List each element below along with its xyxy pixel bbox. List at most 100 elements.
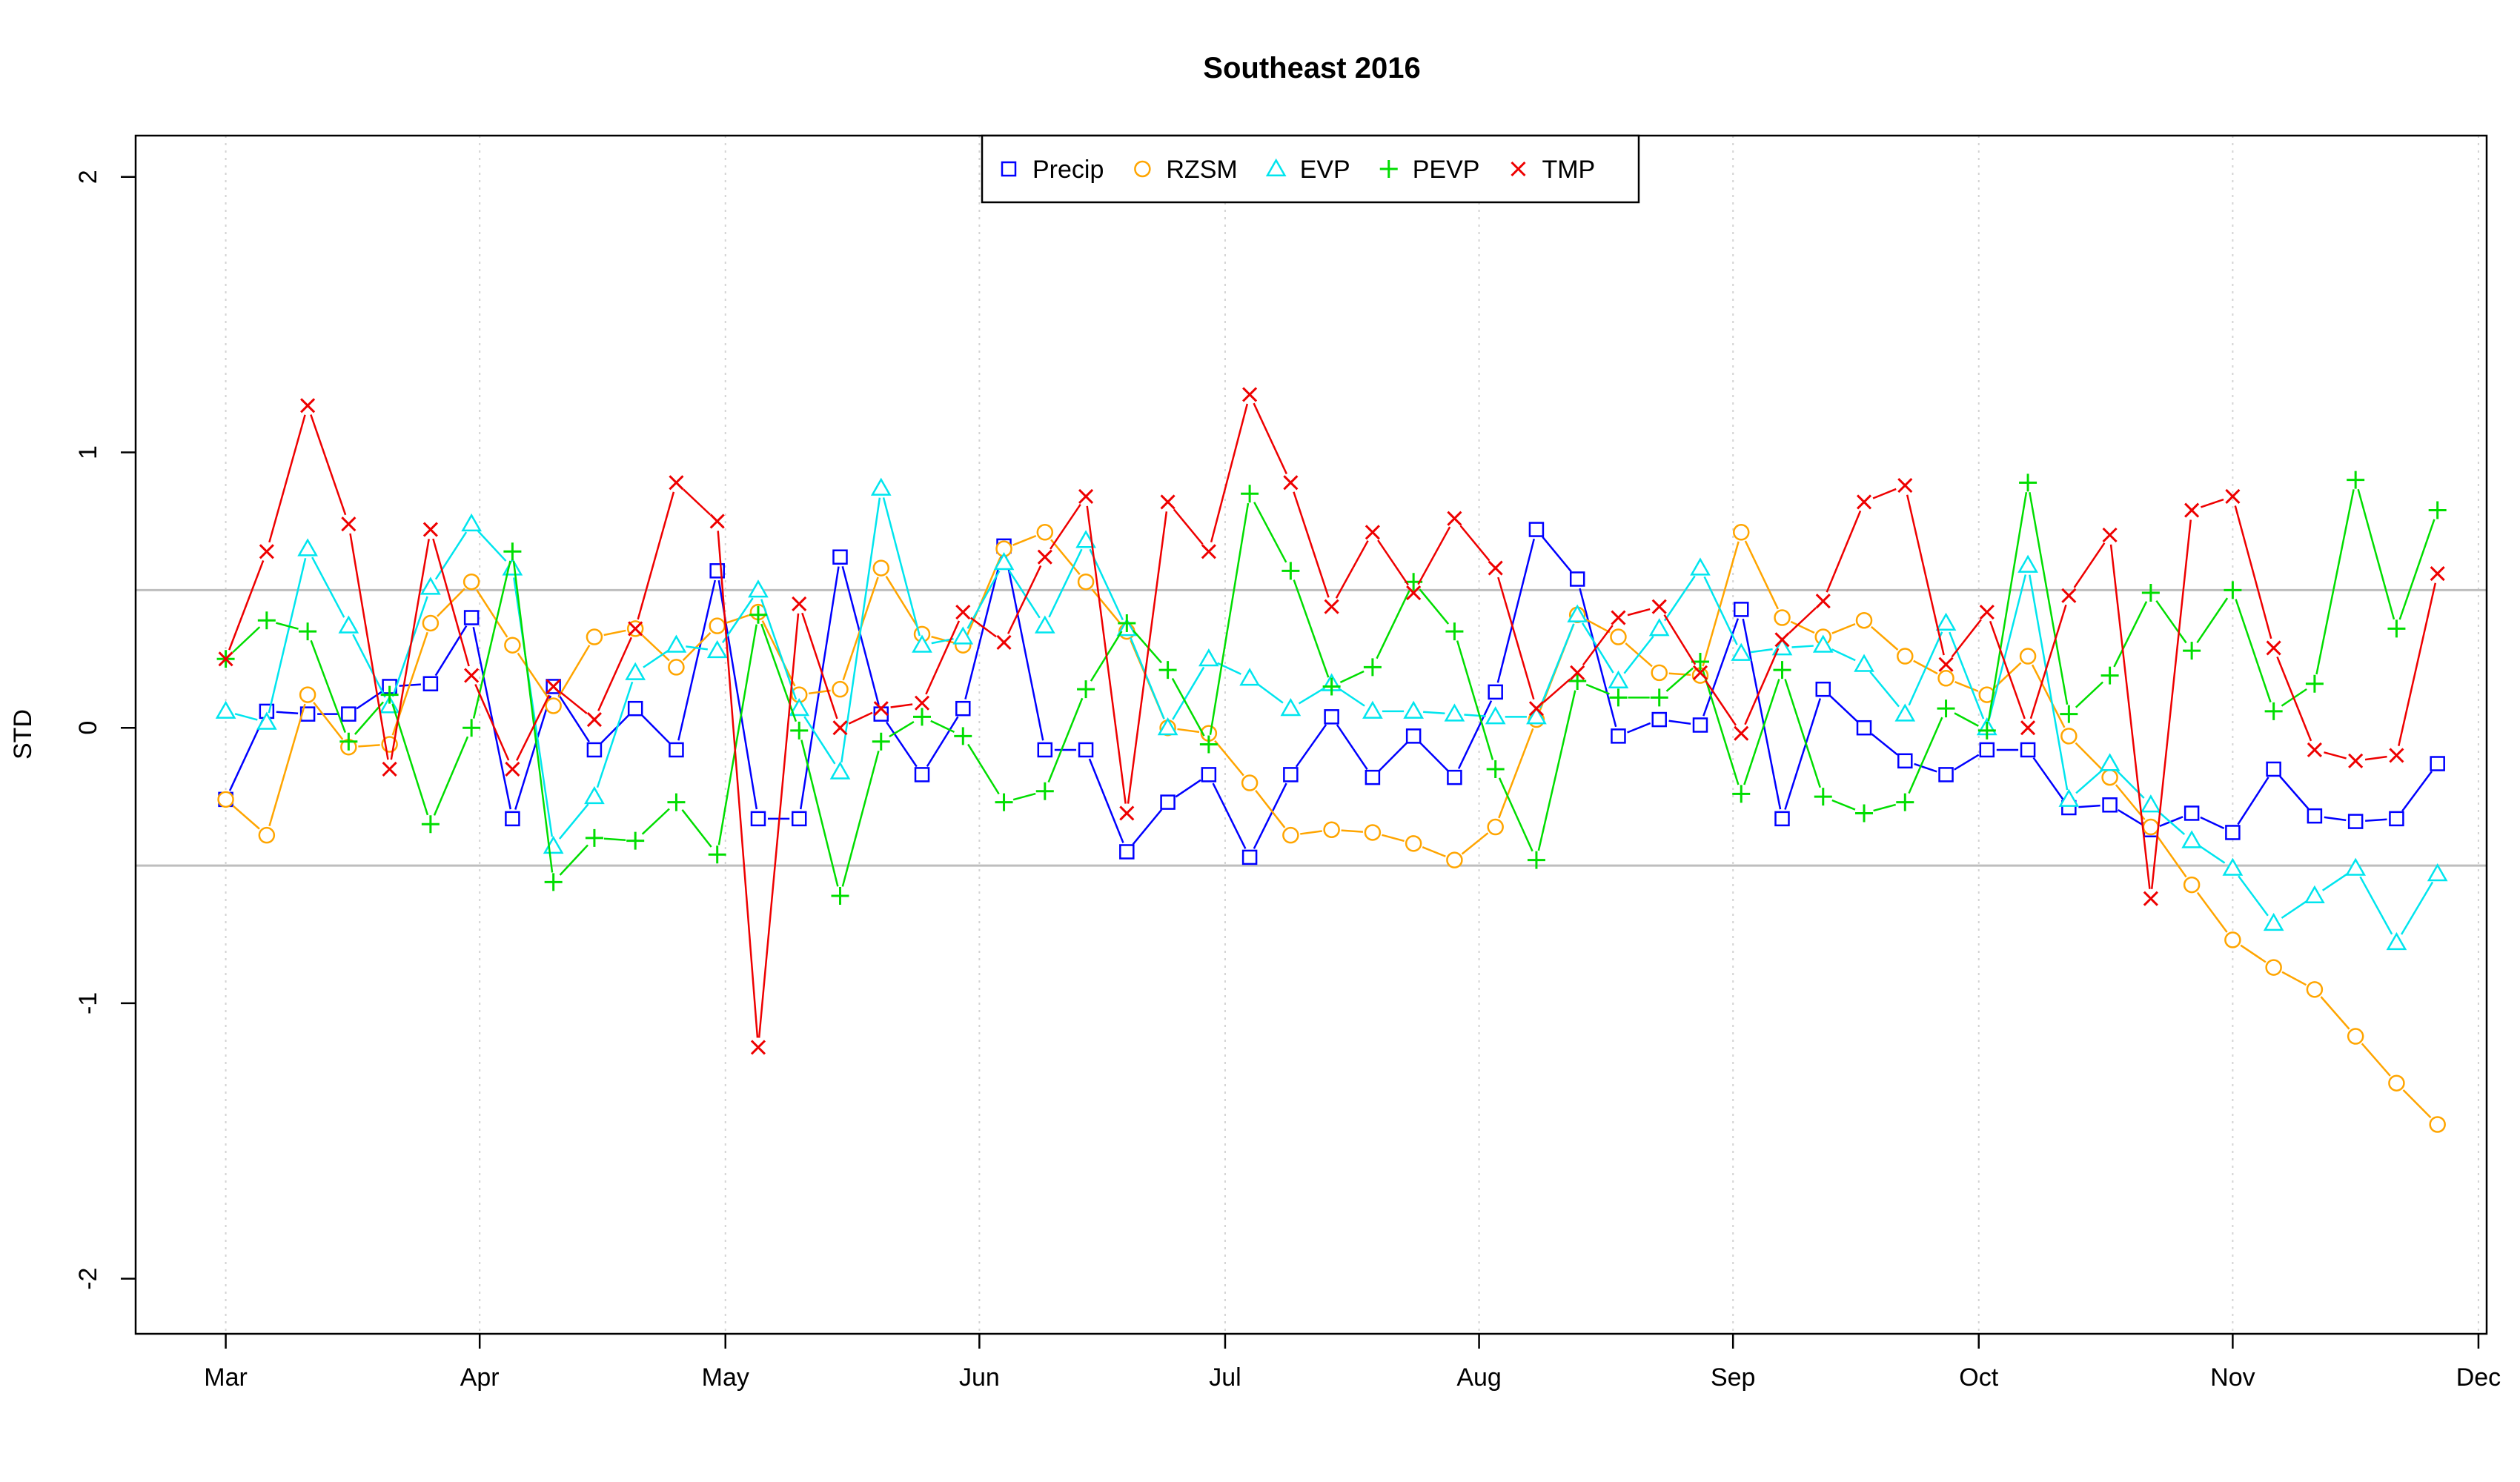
series-segment	[557, 694, 590, 742]
series-segment	[2155, 834, 2187, 878]
data-point-pevp	[585, 828, 603, 847]
x-tick-label: Apr	[460, 1363, 500, 1392]
series-segment	[1256, 683, 1284, 704]
data-point-tmp	[586, 711, 602, 728]
data-point-pevp	[380, 685, 399, 704]
series-segment	[1464, 714, 1486, 717]
data-point-rzsm	[2183, 876, 2201, 894]
data-point-tmp	[2389, 748, 2404, 763]
series-segment	[1537, 690, 1576, 851]
series-segment	[1954, 681, 1979, 692]
series-segment	[1784, 698, 1822, 810]
data-point-pevp	[2100, 666, 2119, 685]
series-segment	[2113, 601, 2148, 668]
data-point-precip	[1774, 811, 1790, 827]
data-point-tmp	[2266, 640, 2281, 656]
data-point-pevp	[1486, 760, 1505, 778]
data-point-evp	[1854, 654, 1874, 672]
series-segment	[2155, 599, 2187, 644]
series-segment	[390, 539, 430, 760]
series-segment	[276, 622, 299, 630]
series-segment	[1579, 588, 1617, 728]
legend-item-tmp: TMP	[1511, 156, 1595, 184]
series-segment	[682, 632, 712, 662]
series-segment	[1791, 645, 1814, 648]
series-segment	[1298, 688, 1324, 705]
series-segment	[476, 589, 508, 638]
data-point-tmp	[2348, 753, 2364, 768]
data-point-pevp	[1814, 788, 1832, 806]
data-point-rzsm	[1897, 648, 1914, 665]
series-segment	[358, 744, 380, 748]
data-point-precip	[1979, 742, 1995, 758]
data-point-tmp	[300, 398, 316, 413]
data-point-pevp	[1241, 485, 1259, 503]
series-segment	[882, 497, 921, 637]
series-segment	[1459, 525, 1491, 562]
data-point-tmp	[750, 1040, 766, 1055]
data-point-pevp	[995, 793, 1013, 811]
data-point-rzsm	[2265, 959, 2282, 976]
series-segment	[1419, 742, 1449, 771]
series-segment	[1293, 579, 1330, 678]
series-segment	[1008, 570, 1041, 619]
series-segment	[1872, 488, 1897, 499]
series-segment	[1702, 671, 1740, 785]
data-point-precip	[2184, 805, 2200, 821]
data-point-tmp	[1815, 594, 1831, 609]
data-point-evp	[502, 557, 523, 576]
series-segment	[840, 497, 881, 762]
data-point-tmp	[505, 761, 520, 777]
data-point-pevp	[790, 721, 809, 740]
series-segment	[1048, 548, 1083, 618]
data-point-pevp	[2264, 702, 2283, 720]
series-segment	[2279, 775, 2310, 810]
data-point-rzsm	[2306, 981, 2324, 998]
data-point-tmp	[1611, 610, 1626, 625]
series-segment	[2400, 881, 2434, 935]
series-segment	[1702, 618, 1740, 717]
data-point-rzsm	[2388, 1074, 2405, 1091]
series-segment	[1293, 491, 1330, 598]
data-point-pevp	[1199, 735, 1218, 754]
legend-box	[981, 134, 1640, 204]
data-point-precip	[1528, 522, 1545, 537]
series-segment	[1253, 782, 1287, 849]
data-point-precip	[750, 811, 766, 827]
series-segment	[2118, 808, 2143, 826]
series-segment	[1127, 511, 1168, 804]
data-point-rzsm	[1651, 664, 1668, 682]
data-point-evp	[1894, 703, 1916, 722]
series-segment	[1831, 622, 1856, 634]
data-point-precip	[2307, 808, 2323, 824]
data-point-rzsm	[668, 659, 685, 676]
series-segment	[1132, 629, 1162, 664]
series-segment	[603, 837, 626, 841]
series-segment	[2196, 891, 2228, 933]
data-point-precip	[1938, 767, 1954, 782]
data-point-pevp	[2224, 581, 2242, 599]
series-segment	[930, 720, 955, 733]
data-point-pevp	[913, 708, 932, 726]
data-point-evp	[2017, 554, 2038, 573]
data-point-precip	[791, 811, 807, 827]
series-segment	[1831, 648, 1856, 662]
data-point-rzsm	[586, 628, 603, 645]
data-point-precip	[1405, 728, 1422, 744]
data-point-pevp	[2183, 642, 2201, 660]
data-point-precip	[2225, 825, 2241, 840]
data-point-pevp	[1035, 782, 1054, 800]
data-point-evp	[1362, 700, 1383, 719]
data-point-evp	[1812, 634, 1834, 653]
data-point-tmp	[1488, 560, 1503, 576]
series-segment	[2365, 818, 2387, 822]
series-segment	[1132, 808, 1163, 845]
series-segment	[1253, 502, 1287, 563]
data-point-precip	[832, 549, 848, 565]
data-point-rzsm	[1077, 573, 1095, 591]
data-point-tmp	[1979, 605, 1995, 620]
series-segment	[1831, 799, 1856, 811]
series-segment	[717, 624, 758, 845]
series-segment	[1173, 508, 1204, 545]
series-segment	[1341, 829, 1364, 833]
